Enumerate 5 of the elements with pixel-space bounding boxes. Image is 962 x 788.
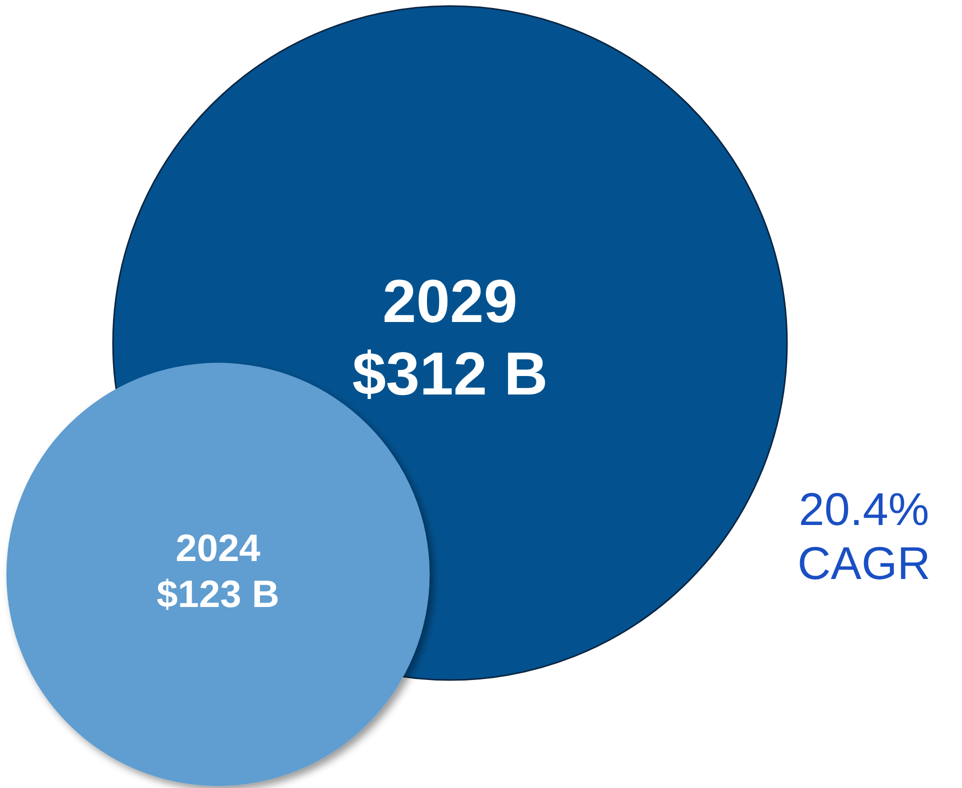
data-label: $123 B — [156, 574, 280, 616]
category-label: 2029 — [382, 266, 518, 335]
category-label: 2024 — [176, 528, 260, 570]
data-label: $312 B — [352, 340, 548, 408]
text: 20.4% CAGR — [798, 483, 930, 589]
